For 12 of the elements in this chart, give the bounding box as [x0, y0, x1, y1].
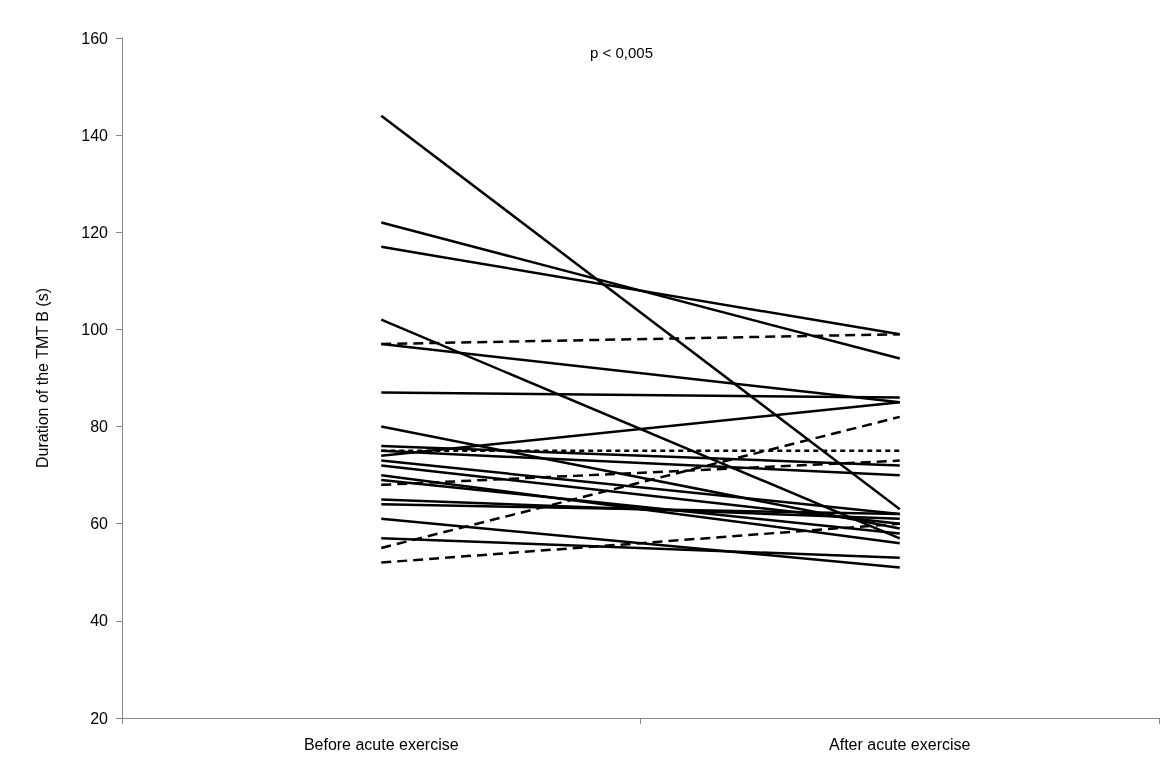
annotation: p < 0,005	[590, 44, 653, 61]
y-tick-label: 140	[81, 126, 109, 144]
y-tick-label: 60	[90, 515, 109, 533]
y-tick-label: 80	[90, 418, 109, 436]
y-axis-title: Duration of the TMT B (s)	[33, 288, 51, 468]
y-tick-label: 100	[81, 320, 109, 338]
x-tick-label: Before acute exercise	[303, 735, 459, 753]
y-tick-label: 120	[81, 223, 109, 241]
y-tick-label: 40	[90, 612, 109, 630]
x-tick-label: After acute exercise	[829, 735, 971, 753]
y-tick-label: 160	[81, 29, 109, 47]
y-tick-label: 20	[90, 709, 109, 727]
